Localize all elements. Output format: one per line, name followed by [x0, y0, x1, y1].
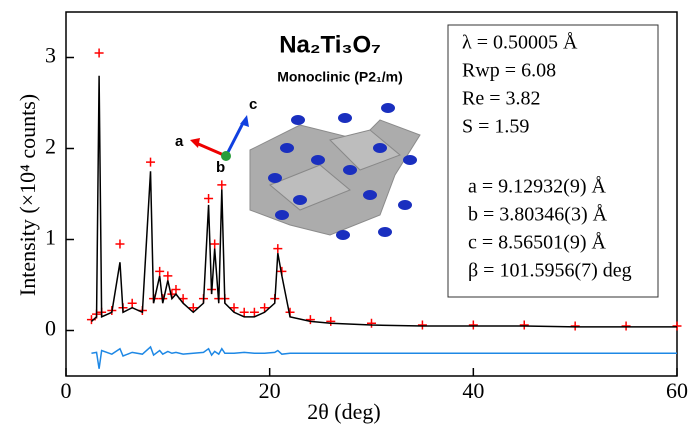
- x-tick-label: 60: [666, 378, 688, 403]
- x-axis-label: 2θ (deg): [307, 399, 380, 424]
- observed-point: [146, 157, 156, 167]
- observed-point: [217, 180, 227, 190]
- observed-point: [249, 307, 259, 317]
- observed-point: [163, 271, 173, 281]
- info-box: [447, 24, 659, 298]
- x-tick-label: 20: [259, 378, 281, 403]
- plot-frame: [65, 11, 678, 377]
- observed-point: [204, 194, 214, 204]
- axis-b: b: [216, 159, 225, 176]
- axis-c: c: [249, 96, 257, 113]
- structure-axes: [190, 115, 249, 161]
- info-line: Re = 3.82: [462, 88, 541, 110]
- info-line: b = 3.80346(3) Å: [468, 204, 608, 226]
- observed-point: [229, 303, 239, 313]
- y-tick-label: 1: [45, 225, 56, 250]
- observed-point: [621, 321, 631, 331]
- observed-point: [570, 321, 580, 331]
- observed-point: [672, 321, 682, 331]
- observed-point: [519, 320, 529, 330]
- y-tick-label: 3: [45, 43, 56, 68]
- observed-point: [468, 320, 478, 330]
- observed-point: [188, 303, 198, 313]
- y-tick-label: 2: [45, 134, 56, 159]
- observed-point: [127, 298, 137, 308]
- info-line: λ = 0.50005 Å: [462, 32, 578, 54]
- axis-a: a: [175, 133, 184, 150]
- observed-point: [326, 316, 336, 326]
- observed-point: [94, 48, 104, 58]
- info-line: c = 8.56501(9) Å: [468, 232, 606, 254]
- observed-point: [155, 266, 165, 276]
- series-line: [90, 75, 677, 328]
- observed-point: [171, 285, 181, 295]
- observed-point: [273, 244, 283, 254]
- crystal-structure: [249, 103, 421, 240]
- info-line: S = 1.59: [462, 116, 529, 138]
- observed-point: [239, 307, 249, 317]
- x-tick-label: 40: [462, 378, 484, 403]
- chart-title: Na₂Ti₃O₇: [279, 31, 381, 58]
- info-line: Rwp = 6.08: [462, 60, 556, 82]
- observed-point: [367, 318, 376, 328]
- observed-point: [210, 239, 220, 249]
- info-line: β = 101.5956(7) deg: [468, 260, 632, 282]
- x-tick-label: 0: [61, 378, 72, 403]
- info-line: a = 9.12932(9) Å: [468, 176, 606, 198]
- observed-point: [115, 239, 125, 249]
- chart-subtitle: Monoclinic (P2₁/m): [277, 69, 403, 85]
- y-axis-label: Intensity (×10⁴ counts): [15, 94, 40, 296]
- observed-point: [417, 320, 427, 330]
- y-tick-label: 0: [45, 316, 56, 341]
- observed-point: [305, 315, 315, 325]
- series-line: [91, 345, 677, 369]
- observed-point: [260, 303, 270, 313]
